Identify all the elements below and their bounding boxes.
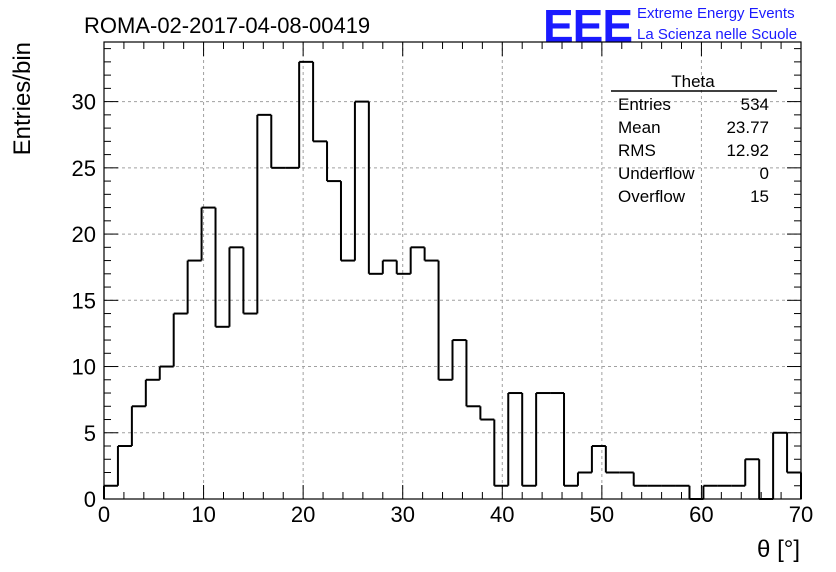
y-tick-label: 25 [72,156,96,181]
y-axis-label: Entries/bin [9,42,36,155]
x-tick-label: 60 [689,502,713,527]
y-tick-label: 20 [72,222,96,247]
logo-line-2: La Scienza nelle Scuole [637,26,797,43]
eee-logo: EEE Extreme Energy Events La Scienza nel… [543,0,797,52]
x-tick-label: 50 [590,502,614,527]
stats-value-underflow: 0 [760,164,769,183]
y-tick-label: 15 [72,288,96,313]
stats-label-mean: Mean [618,118,661,137]
stats-box: Theta Entries 534 Mean 23.77 RMS 12.92 U… [611,72,777,206]
plot-frame [103,41,802,500]
stats-label-rms: RMS [618,141,656,160]
x-tick-label: 40 [490,502,514,527]
stats-value-rms: 12.92 [726,141,769,160]
x-tick-label: 10 [191,502,215,527]
chart-title: ROMA-02-2017-04-08-00419 [84,13,370,38]
y-tick-label: 5 [84,421,96,446]
y-tick-label: 10 [72,355,96,380]
stats-value-overflow: 15 [750,187,769,206]
x-tick-label: 30 [390,502,414,527]
stats-value-entries: 534 [741,95,769,114]
stats-title: Theta [671,72,715,91]
y-tick-label: 0 [84,487,96,512]
x-tick-label: 20 [291,502,315,527]
grid-lines [104,42,801,499]
stats-label-entries: Entries [618,95,671,114]
y-tick-label: 30 [72,90,96,115]
stats-label-underflow: Underflow [618,164,695,183]
x-tick-label: 0 [98,502,110,527]
x-tick-label: 70 [789,502,813,527]
y-tick-labels: 0 5 10 15 20 25 30 [72,90,96,512]
histogram-series [103,60,802,500]
x-tick-labels: 0 10 20 30 40 50 60 70 [98,502,813,527]
logo-line-1: Extreme Energy Events [637,5,795,22]
x-axis-label: θ [°] [757,536,800,563]
stats-value-mean: 23.77 [726,118,769,137]
stats-label-overflow: Overflow [618,187,686,206]
logo-mark: EEE [543,0,632,52]
axis-ticks [103,42,802,500]
